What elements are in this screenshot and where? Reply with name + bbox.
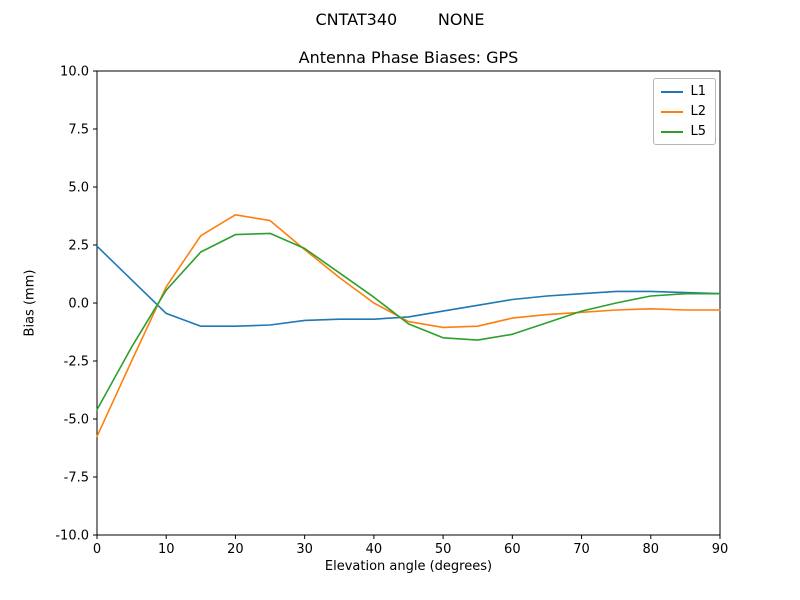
y-tick-label: -7.5	[64, 471, 89, 486]
legend-item-l2: L2	[661, 104, 706, 119]
legend-label-l1: L1	[690, 84, 706, 99]
legend-item-l1: L1	[661, 84, 706, 99]
series-line-l1	[96, 245, 721, 328]
x-tick-label: 0	[93, 542, 101, 557]
x-tick-label: 30	[296, 542, 313, 557]
x-tick-label: 50	[435, 542, 452, 557]
chart-title: Antenna Phase Biases: GPS	[298, 48, 519, 67]
x-axis-label: Elevation angle (degrees)	[324, 559, 493, 574]
y-tick-label: 0.0	[68, 297, 89, 312]
legend: L1 L2 L5	[653, 78, 716, 145]
y-tick-label: -5.0	[64, 413, 89, 428]
legend-label-l2: L2	[690, 104, 706, 119]
y-tick-label: -2.5	[64, 355, 89, 370]
legend-line-swatch-l1	[661, 90, 684, 93]
x-tick-label: 90	[712, 542, 729, 557]
series-line-l5	[96, 232, 721, 411]
axes-frame	[96, 70, 721, 536]
y-axis-label: Bias (mm)	[22, 269, 38, 337]
legend-label-l5: L5	[690, 124, 706, 139]
figure-suptitle: CNTAT340 NONE	[315, 10, 485, 29]
x-tick-label: 20	[227, 542, 244, 557]
x-tick-label: 60	[504, 542, 521, 557]
y-tick-label: 7.5	[68, 123, 89, 138]
series-line-l2	[96, 214, 721, 438]
x-tick-label: 70	[573, 542, 590, 557]
y-tick-label: 2.5	[68, 239, 89, 254]
legend-item-l5: L5	[661, 124, 706, 139]
legend-line-swatch-l5	[661, 130, 684, 133]
x-tick-label: 10	[158, 542, 175, 557]
y-tick-label: -10.0	[55, 529, 89, 544]
y-tick-label: 5.0	[68, 181, 89, 196]
x-tick-label: 80	[643, 542, 660, 557]
x-tick-label: 40	[366, 542, 383, 557]
legend-line-swatch-l2	[661, 110, 684, 113]
y-tick-label: 10.0	[60, 65, 89, 80]
